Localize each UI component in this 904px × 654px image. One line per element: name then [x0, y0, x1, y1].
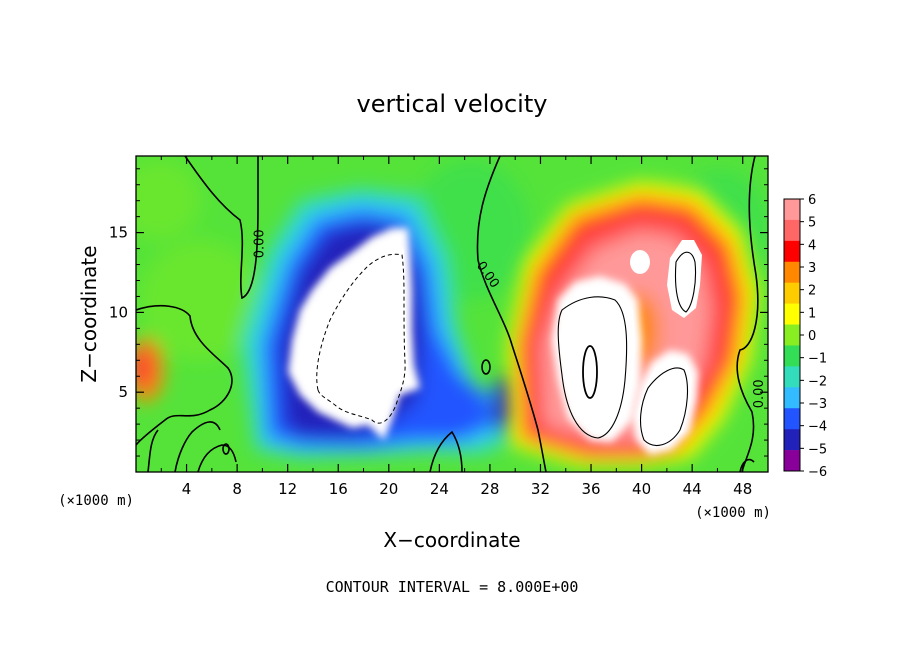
colorbar-swatch [784, 450, 800, 472]
contour-label: 0.00 [253, 229, 268, 258]
colorbar-label: −4 [808, 420, 827, 435]
colorbar-label: 2 [808, 284, 816, 299]
colorbar-label: −3 [808, 397, 827, 412]
colorbar-swatch [784, 282, 800, 304]
colorbar-swatch [784, 345, 800, 367]
colorbar-swatch [784, 387, 800, 409]
colorbar-swatch [784, 324, 800, 346]
colorbar-label: 5 [808, 216, 816, 231]
colorbar-label: 0 [808, 329, 816, 344]
updraft-core [552, 240, 702, 455]
colorbar-swatch [784, 240, 800, 263]
colorbar-swatch [784, 219, 800, 242]
x-tick-label: 40 [632, 480, 651, 498]
x-unit-label-right: (×1000 m) [695, 505, 771, 521]
chart-title: vertical velocity [357, 90, 548, 118]
colorbar-swatch [784, 366, 800, 388]
x-tick-label: 28 [480, 480, 499, 498]
x-tick-label: 44 [683, 480, 702, 498]
negative-contour [316, 253, 406, 424]
x-axis: 4 8 12 16 20 24 28 32 36 40 44 48 [160, 156, 752, 498]
colorbar-label: 3 [808, 261, 816, 276]
y-axis-title: Z−coordinate [77, 245, 101, 382]
y-tick-label: 15 [109, 224, 128, 242]
colorbar-swatch [784, 408, 800, 430]
x-unit-label-left: (×1000 m) [58, 493, 134, 509]
contour-interval-note: CONTOUR INTERVAL = 8.000E+00 [326, 578, 579, 596]
x-axis-title: X−coordinate [383, 528, 520, 552]
colorbar-swatch [784, 303, 800, 325]
colorbar-label: −5 [808, 442, 827, 457]
y-axis: 5 10 15 [109, 168, 768, 457]
colorbar-label: −2 [808, 374, 827, 389]
y-tick-label: 10 [109, 303, 128, 321]
colorbar-swatch [784, 261, 800, 283]
x-tick-label: 24 [430, 480, 449, 498]
colorbar-swatch [784, 429, 800, 451]
colorbar-label: −6 [808, 465, 827, 480]
colorbar-label: 1 [808, 306, 816, 321]
contour-lines [136, 156, 759, 472]
x-tick-label: 8 [232, 480, 242, 498]
x-tick-label: 32 [531, 480, 550, 498]
contour-label: 0.00 [752, 379, 767, 408]
x-tick-label: 20 [379, 480, 398, 498]
colorbar-label: −1 [808, 352, 827, 367]
x-tick-label: 48 [733, 480, 752, 498]
x-tick-label: 4 [182, 480, 192, 498]
colorbar-label: 4 [808, 238, 816, 253]
velocity-field [136, 156, 768, 472]
colorbar-label: 6 [808, 193, 816, 208]
plot-frame [135, 155, 769, 473]
x-tick-label: 12 [278, 480, 297, 498]
x-tick-label: 16 [329, 480, 348, 498]
y-tick-label: 5 [118, 383, 128, 401]
colorbar-swatch [784, 199, 800, 221]
colorbar: 6 5 4 3 2 1 0 −1 −2 −3 −4 −5 −6 [783, 193, 827, 480]
contour-labels: 0.000.000.00 [253, 229, 767, 408]
x-tick-label: 36 [581, 480, 600, 498]
